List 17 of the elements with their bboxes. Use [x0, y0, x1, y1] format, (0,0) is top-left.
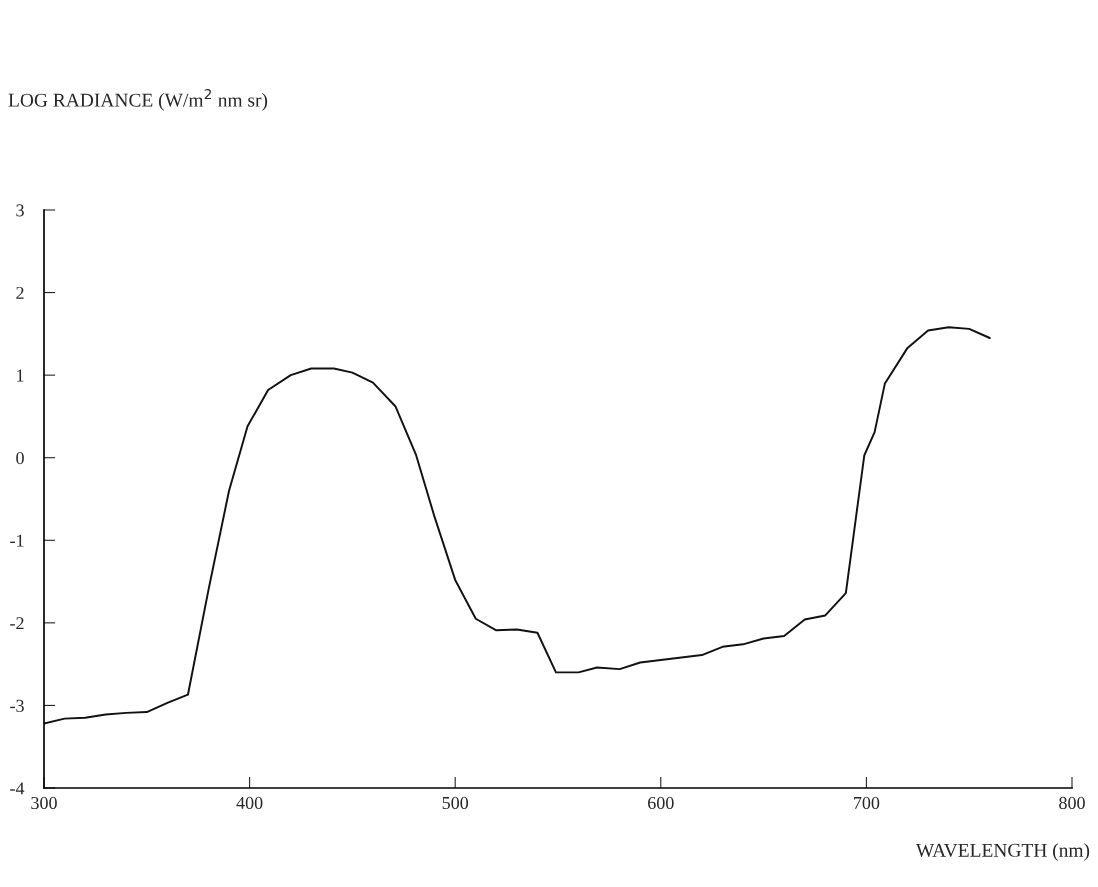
x-tick-label: 300: [31, 796, 57, 810]
y-tick-label: 0: [16, 451, 24, 465]
x-tick-label: 800: [1059, 796, 1085, 810]
x-axis-title: WAVELENGTH (nm): [915, 843, 1090, 861]
y-tick-label: 1: [17, 369, 24, 382]
x-tick-label: 700: [854, 796, 880, 810]
y-tick-label: 3: [16, 204, 24, 217]
x-tick-label: 400: [236, 796, 263, 810]
y-tick-label: -4: [10, 782, 25, 795]
y-tick-label: -3: [10, 699, 24, 712]
y-tick-label: 2: [16, 286, 24, 299]
y-axis-title: LOG RADIANCE (W/m$^{2}$ nm sr): [8, 89, 268, 111]
y-tick-label: -1: [10, 534, 24, 547]
x-tick-label: 500: [442, 796, 469, 810]
y-tick-label: -2: [10, 617, 24, 630]
x-tick-label: 600: [648, 796, 674, 810]
line-series: [44, 326, 991, 725]
